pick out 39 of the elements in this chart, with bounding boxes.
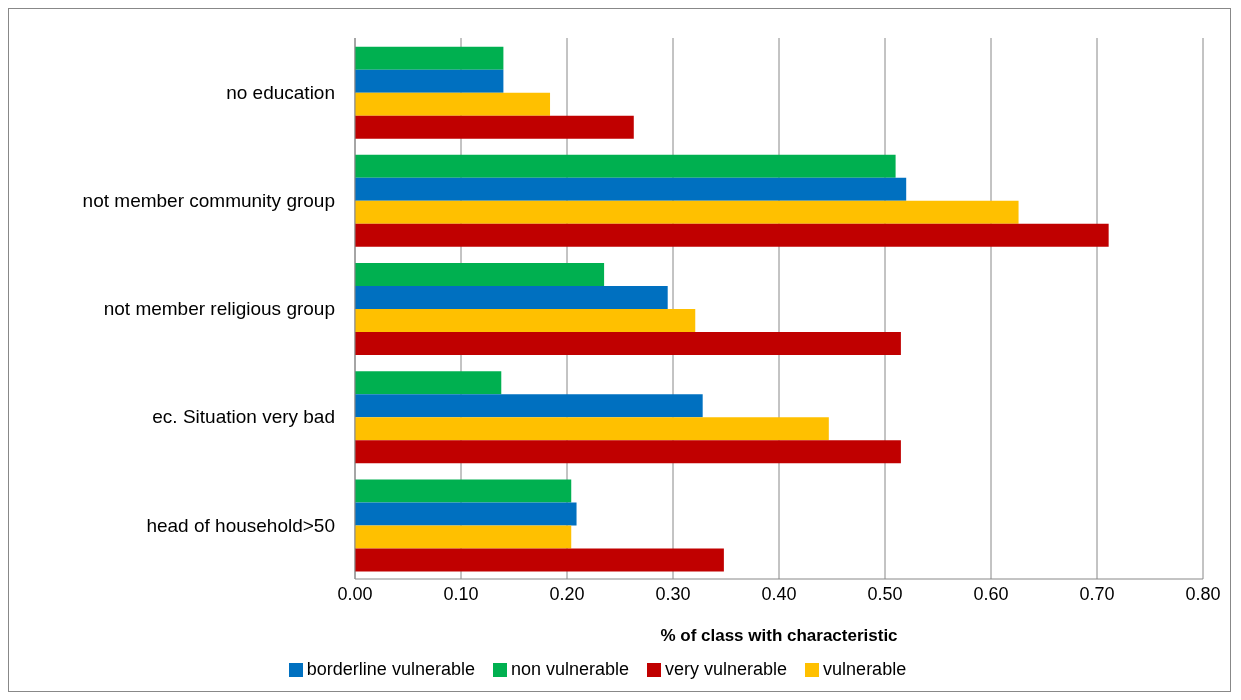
y-tick-label: head of household>50 bbox=[146, 514, 335, 536]
x-tick-label: 0.40 bbox=[761, 583, 797, 604]
bar bbox=[355, 115, 634, 139]
x-tick-label: 0.60 bbox=[973, 583, 1009, 604]
y-tick-label: ec. Situation very bad bbox=[152, 406, 335, 428]
bar bbox=[355, 394, 703, 418]
legend-label: vulnerable bbox=[823, 659, 907, 679]
x-tick-label: 0.50 bbox=[867, 583, 903, 604]
bar bbox=[355, 440, 901, 464]
legend-label: borderline vulnerable bbox=[306, 659, 475, 679]
bar bbox=[355, 92, 551, 116]
x-tick-label: 0.70 bbox=[1079, 583, 1115, 604]
bar bbox=[355, 154, 896, 178]
bar bbox=[355, 525, 572, 549]
bar bbox=[355, 332, 901, 356]
bar bbox=[355, 223, 1109, 247]
bar bbox=[355, 46, 504, 70]
bar bbox=[355, 479, 572, 503]
y-tick-label: not member religious group bbox=[103, 298, 335, 320]
bar bbox=[355, 263, 605, 287]
bar bbox=[355, 502, 577, 526]
legend-label: very vulnerable bbox=[665, 659, 788, 679]
bar bbox=[355, 200, 1019, 224]
x-tick-label: 0.20 bbox=[549, 583, 585, 604]
y-tick-label: no education bbox=[226, 81, 335, 103]
bar bbox=[355, 417, 829, 441]
bar bbox=[355, 371, 502, 395]
x-tick-label: 0.30 bbox=[655, 583, 691, 604]
bar bbox=[355, 548, 724, 572]
x-tick-label: 0.00 bbox=[337, 583, 373, 604]
x-axis-title: % of class with characteristic bbox=[660, 626, 898, 645]
y-tick-label: not member community group bbox=[82, 190, 335, 212]
bar bbox=[355, 177, 907, 201]
bar bbox=[355, 286, 668, 310]
bar bbox=[355, 309, 696, 333]
x-tick-label: 0.80 bbox=[1185, 583, 1221, 604]
legend-label: non vulnerable bbox=[510, 659, 630, 679]
bar bbox=[355, 69, 504, 93]
x-tick-label: 0.10 bbox=[443, 583, 479, 604]
